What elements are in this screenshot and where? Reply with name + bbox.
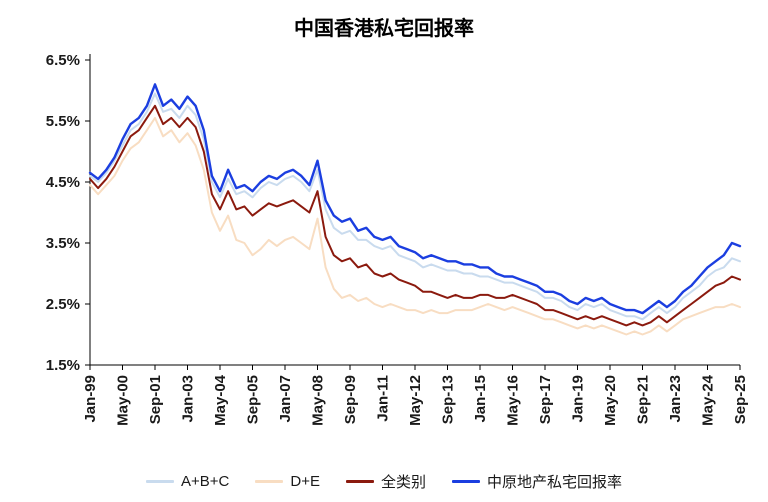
chart-title: 中国香港私宅回报率: [294, 18, 474, 40]
x-tick-label: May-00: [115, 375, 132, 426]
x-tick-label: Sep-17: [537, 375, 554, 424]
legend-swatch-centaline: [451, 480, 480, 483]
legend-swatch-abc: [145, 480, 174, 483]
legend-item-de: D+E: [255, 473, 320, 490]
y-tick-label: 3.5%: [46, 235, 80, 252]
x-tick-label: Sep-25: [732, 375, 749, 424]
legend-label-abc: A+B+C: [180, 473, 230, 490]
line-abc: [89, 92, 741, 321]
legend-item-abc: A+B+C: [145, 473, 230, 490]
x-tick-label: Jan-23: [667, 375, 684, 423]
x-tick-label: May-20: [602, 375, 619, 426]
y-tick-label: 5.5%: [46, 113, 80, 130]
y-tick-label: 4.5%: [46, 174, 80, 191]
x-tick-label: Sep-01: [147, 375, 164, 424]
x-tick-label: May-16: [505, 375, 522, 426]
x-tick-label: Jan-99: [82, 375, 99, 423]
line-chart: 1.5% 2.5% 3.5% 4.5% 5.5% 6.5% Jan-99 May-00 Sep-…: [46, 52, 749, 426]
line-de: [89, 116, 741, 336]
legend: A+B+C D+E 全类别 中原地产私宅回报率: [0, 471, 768, 492]
x-tick-label: Sep-13: [440, 375, 457, 424]
x-tick-label: Jan-11: [375, 375, 392, 422]
legend-swatch-de: [255, 480, 284, 483]
legend-label-all: 全类别: [380, 474, 426, 491]
x-tick-label: May-24: [700, 374, 717, 426]
x-tick-label: Sep-09: [342, 375, 359, 424]
line-centaline: [88, 83, 742, 315]
legend-item-centaline: 中原地产私宅回报率: [451, 471, 622, 492]
y-tick-label: 1.5%: [46, 357, 80, 374]
line-all: [89, 104, 741, 327]
x-tick-label: Jan-19: [570, 375, 587, 423]
x-tick-label: Jan-07: [277, 375, 294, 423]
legend-swatch-all: [345, 480, 374, 483]
legend-item-all: 全类别: [345, 471, 426, 492]
x-tick-label: Jan-03: [180, 375, 197, 423]
y-tick-label: 2.5%: [46, 296, 80, 313]
x-tick-label: Sep-21: [635, 375, 652, 424]
x-tick-label: Jan-15: [472, 375, 489, 423]
x-tick-label: Sep-05: [245, 375, 262, 424]
x-tick-label: May-12: [407, 375, 424, 426]
x-tick-label: May-08: [310, 375, 327, 426]
legend-label-centaline: 中原地产私宅回报率: [486, 474, 622, 491]
x-tick-label: May-04: [212, 374, 229, 426]
y-tick-label: 6.5%: [46, 52, 80, 69]
legend-label-de: D+E: [290, 473, 320, 490]
